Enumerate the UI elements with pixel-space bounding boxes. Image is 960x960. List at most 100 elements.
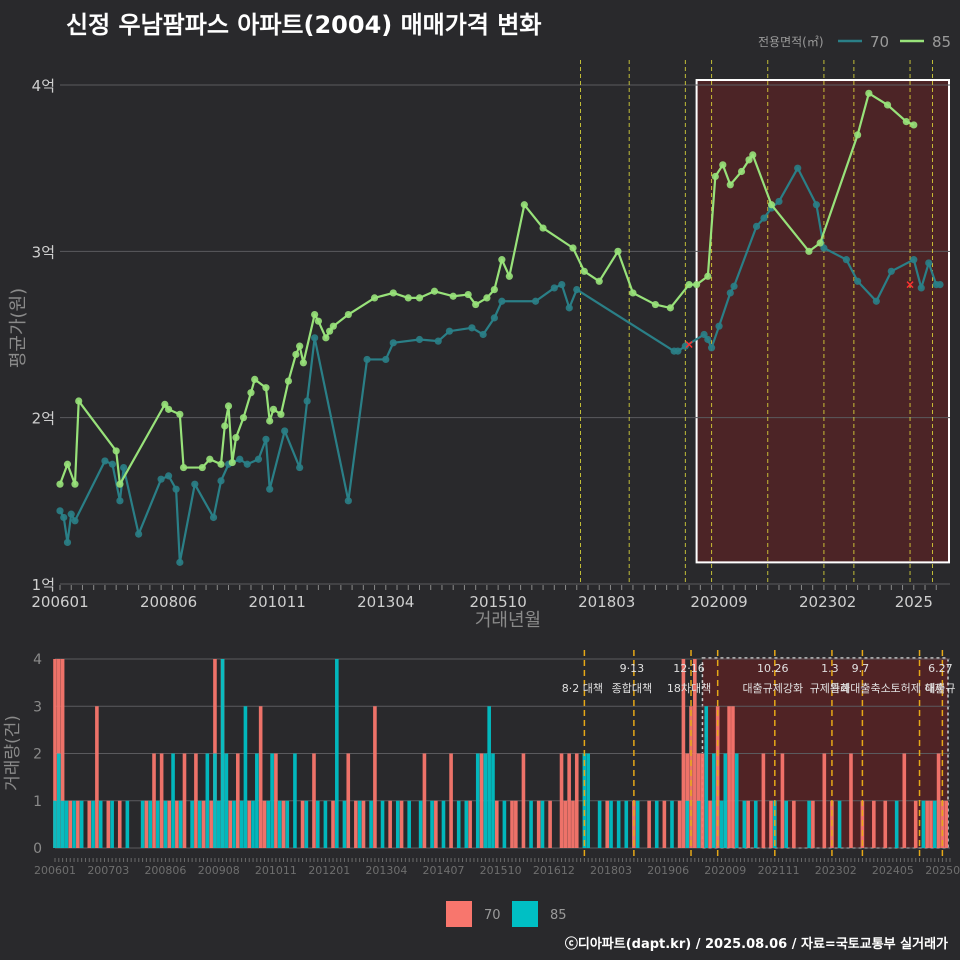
volume-bar-85 xyxy=(616,800,621,848)
data-point-85 xyxy=(224,402,233,410)
volume-bar-70 xyxy=(902,753,907,848)
data-point-70 xyxy=(164,472,173,480)
volume-bar-85 xyxy=(342,800,347,848)
x-tick-label: 201803 xyxy=(578,593,635,611)
volume-bar-70 xyxy=(574,753,579,848)
volume-bar-85 xyxy=(205,753,210,848)
volume-bar-85 xyxy=(190,800,194,848)
data-point-85 xyxy=(112,447,120,455)
volume-bar-70 xyxy=(708,800,712,848)
volume-bar-85 xyxy=(315,800,320,848)
volume-bar-85 xyxy=(91,800,95,848)
data-point-85 xyxy=(883,101,892,109)
data-point-85 xyxy=(711,172,719,181)
volume-bar-70 xyxy=(361,800,366,848)
data-point-85 xyxy=(299,359,308,367)
volume-y-tick-label: 2 xyxy=(33,747,42,763)
volume-bar-70 xyxy=(159,753,164,848)
volume-bar-70 xyxy=(647,800,651,848)
volume-bar-85 xyxy=(380,800,385,848)
data-point-70 xyxy=(700,330,708,339)
data-point-70 xyxy=(558,281,566,289)
data-point-85 xyxy=(217,460,225,468)
chart-title: 신정 우남팜파스 아파트(2004) 매매가격 변화 xyxy=(66,11,542,39)
data-point-70 xyxy=(63,538,72,547)
data-point-85 xyxy=(464,290,472,299)
data-point-85 xyxy=(910,121,918,129)
volume-bar-70 xyxy=(822,753,827,848)
plot-area xyxy=(60,70,950,585)
volume-bar-70 xyxy=(727,706,731,848)
policy-label: 토허제 해제 xyxy=(890,681,944,695)
volume-bar-85 xyxy=(369,800,373,848)
legend-label-70: 70 xyxy=(870,33,889,51)
data-point-70 xyxy=(191,480,199,488)
volume-bar-70 xyxy=(689,706,693,848)
data-point-70 xyxy=(498,297,506,305)
data-point-85 xyxy=(614,247,622,255)
volume-bar-85 xyxy=(635,800,640,848)
data-point-70 xyxy=(434,337,442,345)
data-point-70 xyxy=(243,460,251,468)
data-point-85 xyxy=(505,272,513,280)
volume-bar-70 xyxy=(60,659,65,848)
data-point-70 xyxy=(281,427,289,435)
legend-label-85: 85 xyxy=(932,33,951,51)
data-point-85 xyxy=(247,389,255,397)
y-tick-label: 3억 xyxy=(32,243,55,261)
volume-bar-85 xyxy=(53,800,57,848)
volume-x-tick-label: 201612 xyxy=(533,864,575,877)
y-tick-label: 2억 xyxy=(32,410,55,428)
volume-x-tick-label: 201803 xyxy=(590,864,632,877)
data-point-85 xyxy=(651,300,660,309)
data-point-70 xyxy=(389,339,397,347)
data-point-70 xyxy=(209,513,218,522)
volume-x-tick-label: 202405 xyxy=(872,864,914,877)
data-point-70 xyxy=(217,477,225,485)
volume-bar-70 xyxy=(312,753,316,848)
data-point-85 xyxy=(816,239,824,247)
volume-bar-85 xyxy=(251,800,255,848)
volume-bar-85 xyxy=(220,659,225,848)
volume-bar-85 xyxy=(491,753,495,848)
volume-x-tick-label: 202111 xyxy=(758,864,800,877)
data-point-85 xyxy=(311,310,319,319)
volume-bar-70 xyxy=(175,800,179,848)
volume-y-tick-label: 1 xyxy=(33,794,42,810)
volume-bar-85 xyxy=(609,800,613,848)
y-axis-title: 평균가(원) xyxy=(8,288,29,368)
volume-bar-70 xyxy=(662,800,667,848)
volume-legend-label-85: 85 xyxy=(550,908,567,923)
data-point-70 xyxy=(726,289,734,297)
data-point-85 xyxy=(685,281,693,289)
volume-bar-85 xyxy=(224,753,229,848)
data-point-85 xyxy=(389,289,397,297)
volume-bar-85 xyxy=(464,800,469,848)
data-point-85 xyxy=(569,244,577,252)
volume-legend-swatch-70 xyxy=(446,901,472,927)
data-point-85 xyxy=(749,151,757,159)
volume-bar-85 xyxy=(125,800,130,848)
data-point-85 xyxy=(161,400,169,408)
data-point-70 xyxy=(681,342,689,350)
data-point-70 xyxy=(296,463,304,472)
volume-bar-85 xyxy=(734,753,739,848)
volume-bar-70 xyxy=(925,800,929,848)
data-point-70 xyxy=(415,335,424,344)
volume-bar-85 xyxy=(502,800,507,848)
volume-x-tick-label: 200601 xyxy=(34,864,76,877)
volume-bar-70 xyxy=(761,753,766,848)
policy-label: 대출규 xyxy=(925,682,955,695)
volume-legend-label-70: 70 xyxy=(484,908,501,923)
data-point-85 xyxy=(164,405,173,413)
volume-legend-swatch-85 xyxy=(512,901,538,927)
data-point-70 xyxy=(303,397,311,405)
volume-bar-70 xyxy=(76,800,80,848)
data-point-85 xyxy=(206,455,214,463)
volume-bar-70 xyxy=(117,800,122,848)
volume-bar-70 xyxy=(209,800,213,848)
data-point-70 xyxy=(157,475,165,483)
data-point-85 xyxy=(629,289,637,297)
policy-date-label: 6.27 xyxy=(928,662,953,675)
x-tick-label: 201510 xyxy=(469,593,526,611)
